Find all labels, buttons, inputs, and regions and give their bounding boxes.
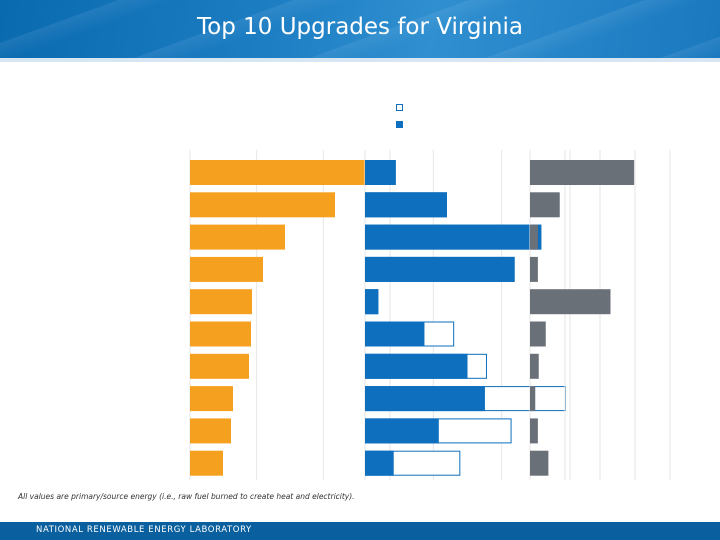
bar-panel-1-2 bbox=[190, 192, 335, 218]
bar-panel-2-3 bbox=[365, 224, 542, 250]
bar-panel-3-10 bbox=[530, 450, 549, 476]
bar-panel-1-7 bbox=[190, 353, 249, 379]
bar-panel-2-4 bbox=[365, 256, 515, 282]
legend-solid-swatch bbox=[396, 121, 403, 128]
bar-panel-1-5 bbox=[190, 289, 252, 315]
bar-panel-1-6 bbox=[190, 321, 251, 347]
bar-panel-1-9 bbox=[190, 418, 231, 444]
bar-panel-2-1 bbox=[365, 160, 396, 185]
footer-bar: NATIONAL RENEWABLE ENERGY LABORATORY bbox=[0, 522, 720, 540]
bar-panel-3-3 bbox=[530, 224, 538, 250]
bar-panel-3-1 bbox=[530, 160, 635, 185]
title-bar-underline bbox=[0, 58, 720, 62]
bar-panel-1-8 bbox=[190, 386, 233, 412]
bar-panel-3-2 bbox=[530, 192, 560, 218]
bar-panel-1-1 bbox=[190, 160, 368, 185]
bar-panel-3-8 bbox=[530, 386, 536, 412]
bar-panel-2-2 bbox=[365, 192, 447, 218]
bar-panel-3-9 bbox=[530, 418, 538, 444]
legend-hollow-swatch bbox=[396, 104, 403, 111]
bar-panel-1-3 bbox=[190, 224, 285, 250]
bar-panel-3-6 bbox=[530, 321, 546, 347]
bar-panel-2-8 bbox=[365, 386, 485, 412]
bar-panel-2-7 bbox=[365, 353, 468, 379]
footer-lab-name: NATIONAL RENEWABLE ENERGY LABORATORY bbox=[36, 525, 252, 535]
footnote: All values are primary/source energy (i.… bbox=[18, 492, 355, 501]
bar-panel-3-7 bbox=[530, 353, 539, 379]
bar-panel-1-10 bbox=[190, 450, 223, 476]
bar-panel-2-10 bbox=[365, 450, 394, 476]
bar-panel-2-6 bbox=[365, 321, 425, 347]
title-bar: Top 10 Upgrades for Virginia bbox=[0, 0, 720, 58]
bar-panel-2-5 bbox=[365, 289, 379, 315]
bar-panel-2-9 bbox=[365, 418, 439, 444]
slide-title: Top 10 Upgrades for Virginia bbox=[197, 14, 523, 40]
chart-legend bbox=[396, 104, 404, 128]
bar-chart bbox=[189, 150, 671, 480]
bar-panel-3-5 bbox=[530, 289, 611, 315]
title-bar-texture bbox=[0, 0, 720, 58]
bar-panel-1-4 bbox=[190, 256, 263, 282]
bar-panel-3-4 bbox=[530, 256, 538, 282]
